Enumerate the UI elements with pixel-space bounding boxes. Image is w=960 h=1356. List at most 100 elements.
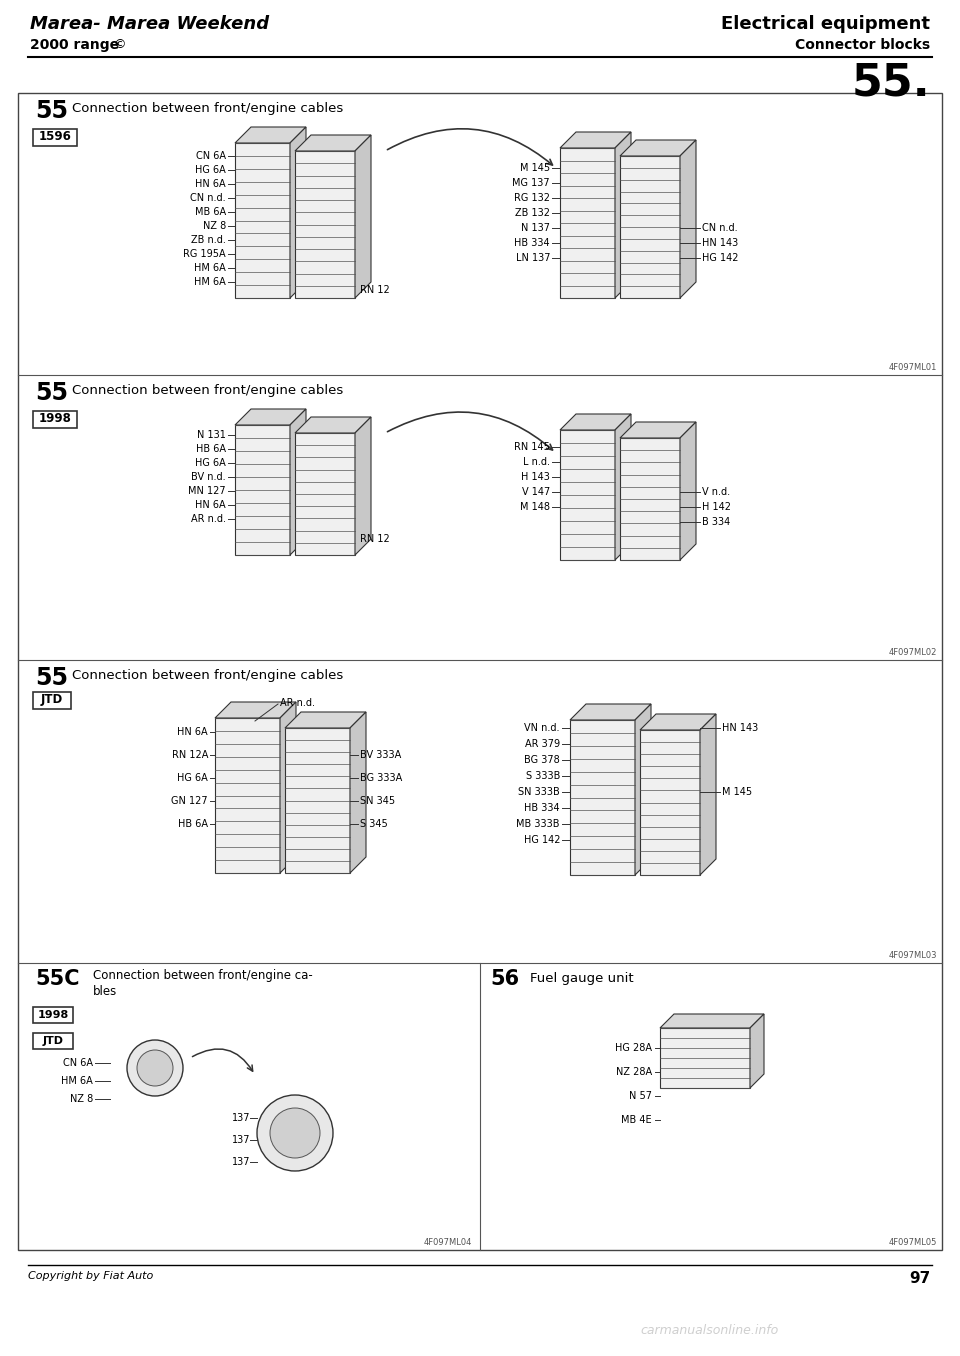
Text: carmanualsonline.info: carmanualsonline.info <box>641 1323 780 1337</box>
Text: 4F097ML03: 4F097ML03 <box>889 951 937 960</box>
Polygon shape <box>570 720 635 875</box>
Text: MG 137: MG 137 <box>513 178 550 188</box>
Polygon shape <box>620 422 696 438</box>
Text: HN 143: HN 143 <box>722 723 758 734</box>
Polygon shape <box>750 1014 764 1088</box>
Text: MB 4E: MB 4E <box>621 1115 652 1125</box>
Text: JTD: JTD <box>42 1036 63 1045</box>
Text: MN 127: MN 127 <box>188 485 226 496</box>
Text: 137: 137 <box>231 1113 250 1123</box>
Circle shape <box>127 1040 183 1096</box>
Text: AR 379: AR 379 <box>525 739 560 749</box>
Polygon shape <box>700 715 716 875</box>
Text: M 148: M 148 <box>520 502 550 513</box>
Polygon shape <box>620 140 696 156</box>
Text: AR n.d.: AR n.d. <box>280 698 315 708</box>
Text: HB 334: HB 334 <box>524 803 560 814</box>
Bar <box>33 411 77 428</box>
Text: SN 345: SN 345 <box>360 796 396 805</box>
Polygon shape <box>295 418 371 433</box>
Polygon shape <box>215 717 280 873</box>
Text: LN 137: LN 137 <box>516 254 550 263</box>
Polygon shape <box>615 132 631 298</box>
Text: HB 334: HB 334 <box>515 239 550 248</box>
Text: Connection between front/engine cables: Connection between front/engine cables <box>72 669 344 682</box>
Text: HM 6A: HM 6A <box>194 277 226 287</box>
Text: B 334: B 334 <box>702 517 731 527</box>
Text: CN n.d.: CN n.d. <box>190 193 226 203</box>
Text: VN n.d.: VN n.d. <box>524 723 560 734</box>
Text: Fuel gauge unit: Fuel gauge unit <box>530 972 634 984</box>
Bar <box>33 1033 73 1050</box>
Text: 4F097ML01: 4F097ML01 <box>889 363 937 372</box>
Text: bles: bles <box>93 984 117 998</box>
Polygon shape <box>615 414 631 560</box>
Text: HG 6A: HG 6A <box>195 165 226 175</box>
Text: NZ 8: NZ 8 <box>70 1094 93 1104</box>
Text: HN 6A: HN 6A <box>196 179 226 188</box>
Polygon shape <box>560 430 615 560</box>
Polygon shape <box>285 728 350 873</box>
Text: Connection between front/engine cables: Connection between front/engine cables <box>72 102 344 115</box>
Text: 137: 137 <box>231 1135 250 1144</box>
Text: HN 6A: HN 6A <box>178 727 208 738</box>
Text: N 131: N 131 <box>197 430 226 439</box>
Text: HG 142: HG 142 <box>523 835 560 845</box>
Text: ZB n.d.: ZB n.d. <box>191 235 226 245</box>
Text: BG 378: BG 378 <box>524 755 560 765</box>
Text: NZ 28A: NZ 28A <box>616 1067 652 1077</box>
Circle shape <box>270 1108 320 1158</box>
Text: H 143: H 143 <box>521 472 550 481</box>
Polygon shape <box>680 422 696 560</box>
Text: 55C: 55C <box>35 970 80 989</box>
Text: 55: 55 <box>35 99 68 123</box>
Text: N 137: N 137 <box>521 222 550 233</box>
Text: Marea- Marea Weekend: Marea- Marea Weekend <box>30 15 269 33</box>
Text: HN 6A: HN 6A <box>196 500 226 510</box>
Text: CN n.d.: CN n.d. <box>702 222 737 233</box>
Text: HG 142: HG 142 <box>702 254 738 263</box>
Polygon shape <box>280 702 296 873</box>
Polygon shape <box>355 136 371 298</box>
Text: V 147: V 147 <box>521 487 550 498</box>
Text: GN 127: GN 127 <box>172 796 208 805</box>
Text: RN 12A: RN 12A <box>172 750 208 759</box>
Polygon shape <box>570 704 651 720</box>
Circle shape <box>137 1050 173 1086</box>
Polygon shape <box>560 148 615 298</box>
Text: M 145: M 145 <box>722 786 752 797</box>
Text: 137: 137 <box>231 1157 250 1168</box>
Polygon shape <box>235 127 306 142</box>
Text: CN 6A: CN 6A <box>63 1058 93 1069</box>
Text: N 57: N 57 <box>629 1092 652 1101</box>
Text: HN 143: HN 143 <box>702 239 738 248</box>
Text: HG 6A: HG 6A <box>178 773 208 782</box>
Text: HG 6A: HG 6A <box>195 458 226 468</box>
Text: 2000 range: 2000 range <box>30 38 119 52</box>
Text: BV n.d.: BV n.d. <box>191 472 226 481</box>
Polygon shape <box>620 438 680 560</box>
Polygon shape <box>285 712 366 728</box>
Polygon shape <box>660 1014 764 1028</box>
Text: 1596: 1596 <box>38 130 71 144</box>
Text: MB 333B: MB 333B <box>516 819 560 829</box>
Polygon shape <box>235 424 290 555</box>
Text: MB 6A: MB 6A <box>195 207 226 217</box>
Polygon shape <box>290 410 306 555</box>
Circle shape <box>257 1096 333 1172</box>
Polygon shape <box>235 142 290 298</box>
Text: M 145: M 145 <box>520 163 550 174</box>
Polygon shape <box>290 127 306 298</box>
Text: 55: 55 <box>35 381 68 405</box>
Text: 4F097ML05: 4F097ML05 <box>889 1238 937 1248</box>
Text: BV 333A: BV 333A <box>360 750 401 759</box>
Text: 55.: 55. <box>852 62 930 104</box>
Text: 97: 97 <box>909 1271 930 1285</box>
Text: V n.d.: V n.d. <box>702 487 731 498</box>
Text: HB 6A: HB 6A <box>196 443 226 454</box>
Text: RN 12: RN 12 <box>360 534 390 544</box>
Text: Electrical equipment: Electrical equipment <box>721 15 930 33</box>
Text: H 142: H 142 <box>702 502 731 513</box>
Text: RN 145: RN 145 <box>515 442 550 452</box>
Bar <box>18 94 942 1250</box>
